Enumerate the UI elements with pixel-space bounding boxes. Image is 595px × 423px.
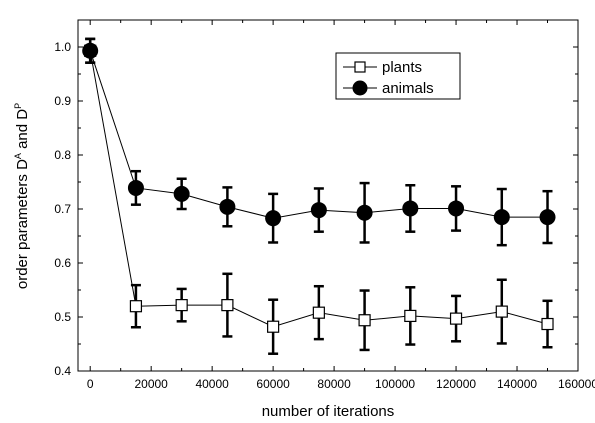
animals-point xyxy=(219,198,236,215)
y-tick-label: 0.8 xyxy=(54,148,71,162)
y-axis-title: order parameters DA and DP xyxy=(13,103,31,289)
plants-point xyxy=(449,312,463,325)
x-axis-title: number of iterations xyxy=(262,403,395,420)
animals-point xyxy=(310,202,327,219)
y-axis-title-main: order parameters D xyxy=(14,159,31,289)
x-tick-label: 40000 xyxy=(195,377,229,391)
plants-point xyxy=(404,309,417,323)
y-tick-label: 1.0 xyxy=(54,40,71,54)
y-axis-title-sup-p: P xyxy=(13,103,23,109)
y-tick-label: 0.9 xyxy=(54,94,71,108)
plants-point xyxy=(495,305,508,318)
y-tick-label: 0.5 xyxy=(54,310,71,324)
legend-marker-plants xyxy=(354,61,366,73)
plants-point xyxy=(175,299,188,312)
series-animals xyxy=(82,37,556,247)
plants-point xyxy=(312,306,325,319)
plot-frame xyxy=(77,19,579,372)
plants-point xyxy=(358,314,371,327)
axis-ticks xyxy=(78,20,579,372)
x-tick-label: 60000 xyxy=(256,377,290,391)
x-tick-label: 20000 xyxy=(134,377,168,391)
legend-marker-animals xyxy=(352,80,368,96)
animals-point xyxy=(127,179,144,196)
animals-point xyxy=(448,200,465,217)
plants-point xyxy=(221,299,234,312)
x-tick-label: 0 xyxy=(87,377,94,391)
y-axis-title-mid: and D xyxy=(14,109,31,153)
animals-point xyxy=(173,185,190,202)
x-tick-label: 160000 xyxy=(558,377,595,391)
legend-label-animals: animals xyxy=(382,80,434,97)
plants-point xyxy=(541,317,554,331)
animals-point xyxy=(539,209,556,226)
x-tick-label: 80000 xyxy=(317,377,351,391)
animals-point xyxy=(265,210,282,227)
y-tick-label: 0.4 xyxy=(54,364,71,378)
y-tick-label: 0.7 xyxy=(54,202,71,216)
animals-point xyxy=(493,209,510,226)
animals-point xyxy=(402,200,419,217)
y-axis-title-sup-a: A xyxy=(13,153,23,159)
x-tick-label: 120000 xyxy=(436,377,476,391)
axis-tick-labels: 0 20000 40000 60000 80000 100000 120000 140000 1… xyxy=(54,40,595,391)
legend-label-plants: plants xyxy=(382,59,422,76)
animals-point xyxy=(82,42,99,59)
plants-point xyxy=(129,300,143,313)
plants-point xyxy=(267,320,280,333)
legend: plants animals xyxy=(335,52,461,100)
series-layer xyxy=(82,37,556,355)
y-tick-label: 0.6 xyxy=(54,256,71,270)
x-tick-label: 100000 xyxy=(375,377,415,391)
series-plants xyxy=(84,37,554,355)
animals-point xyxy=(356,204,373,221)
x-tick-label: 140000 xyxy=(497,377,537,391)
